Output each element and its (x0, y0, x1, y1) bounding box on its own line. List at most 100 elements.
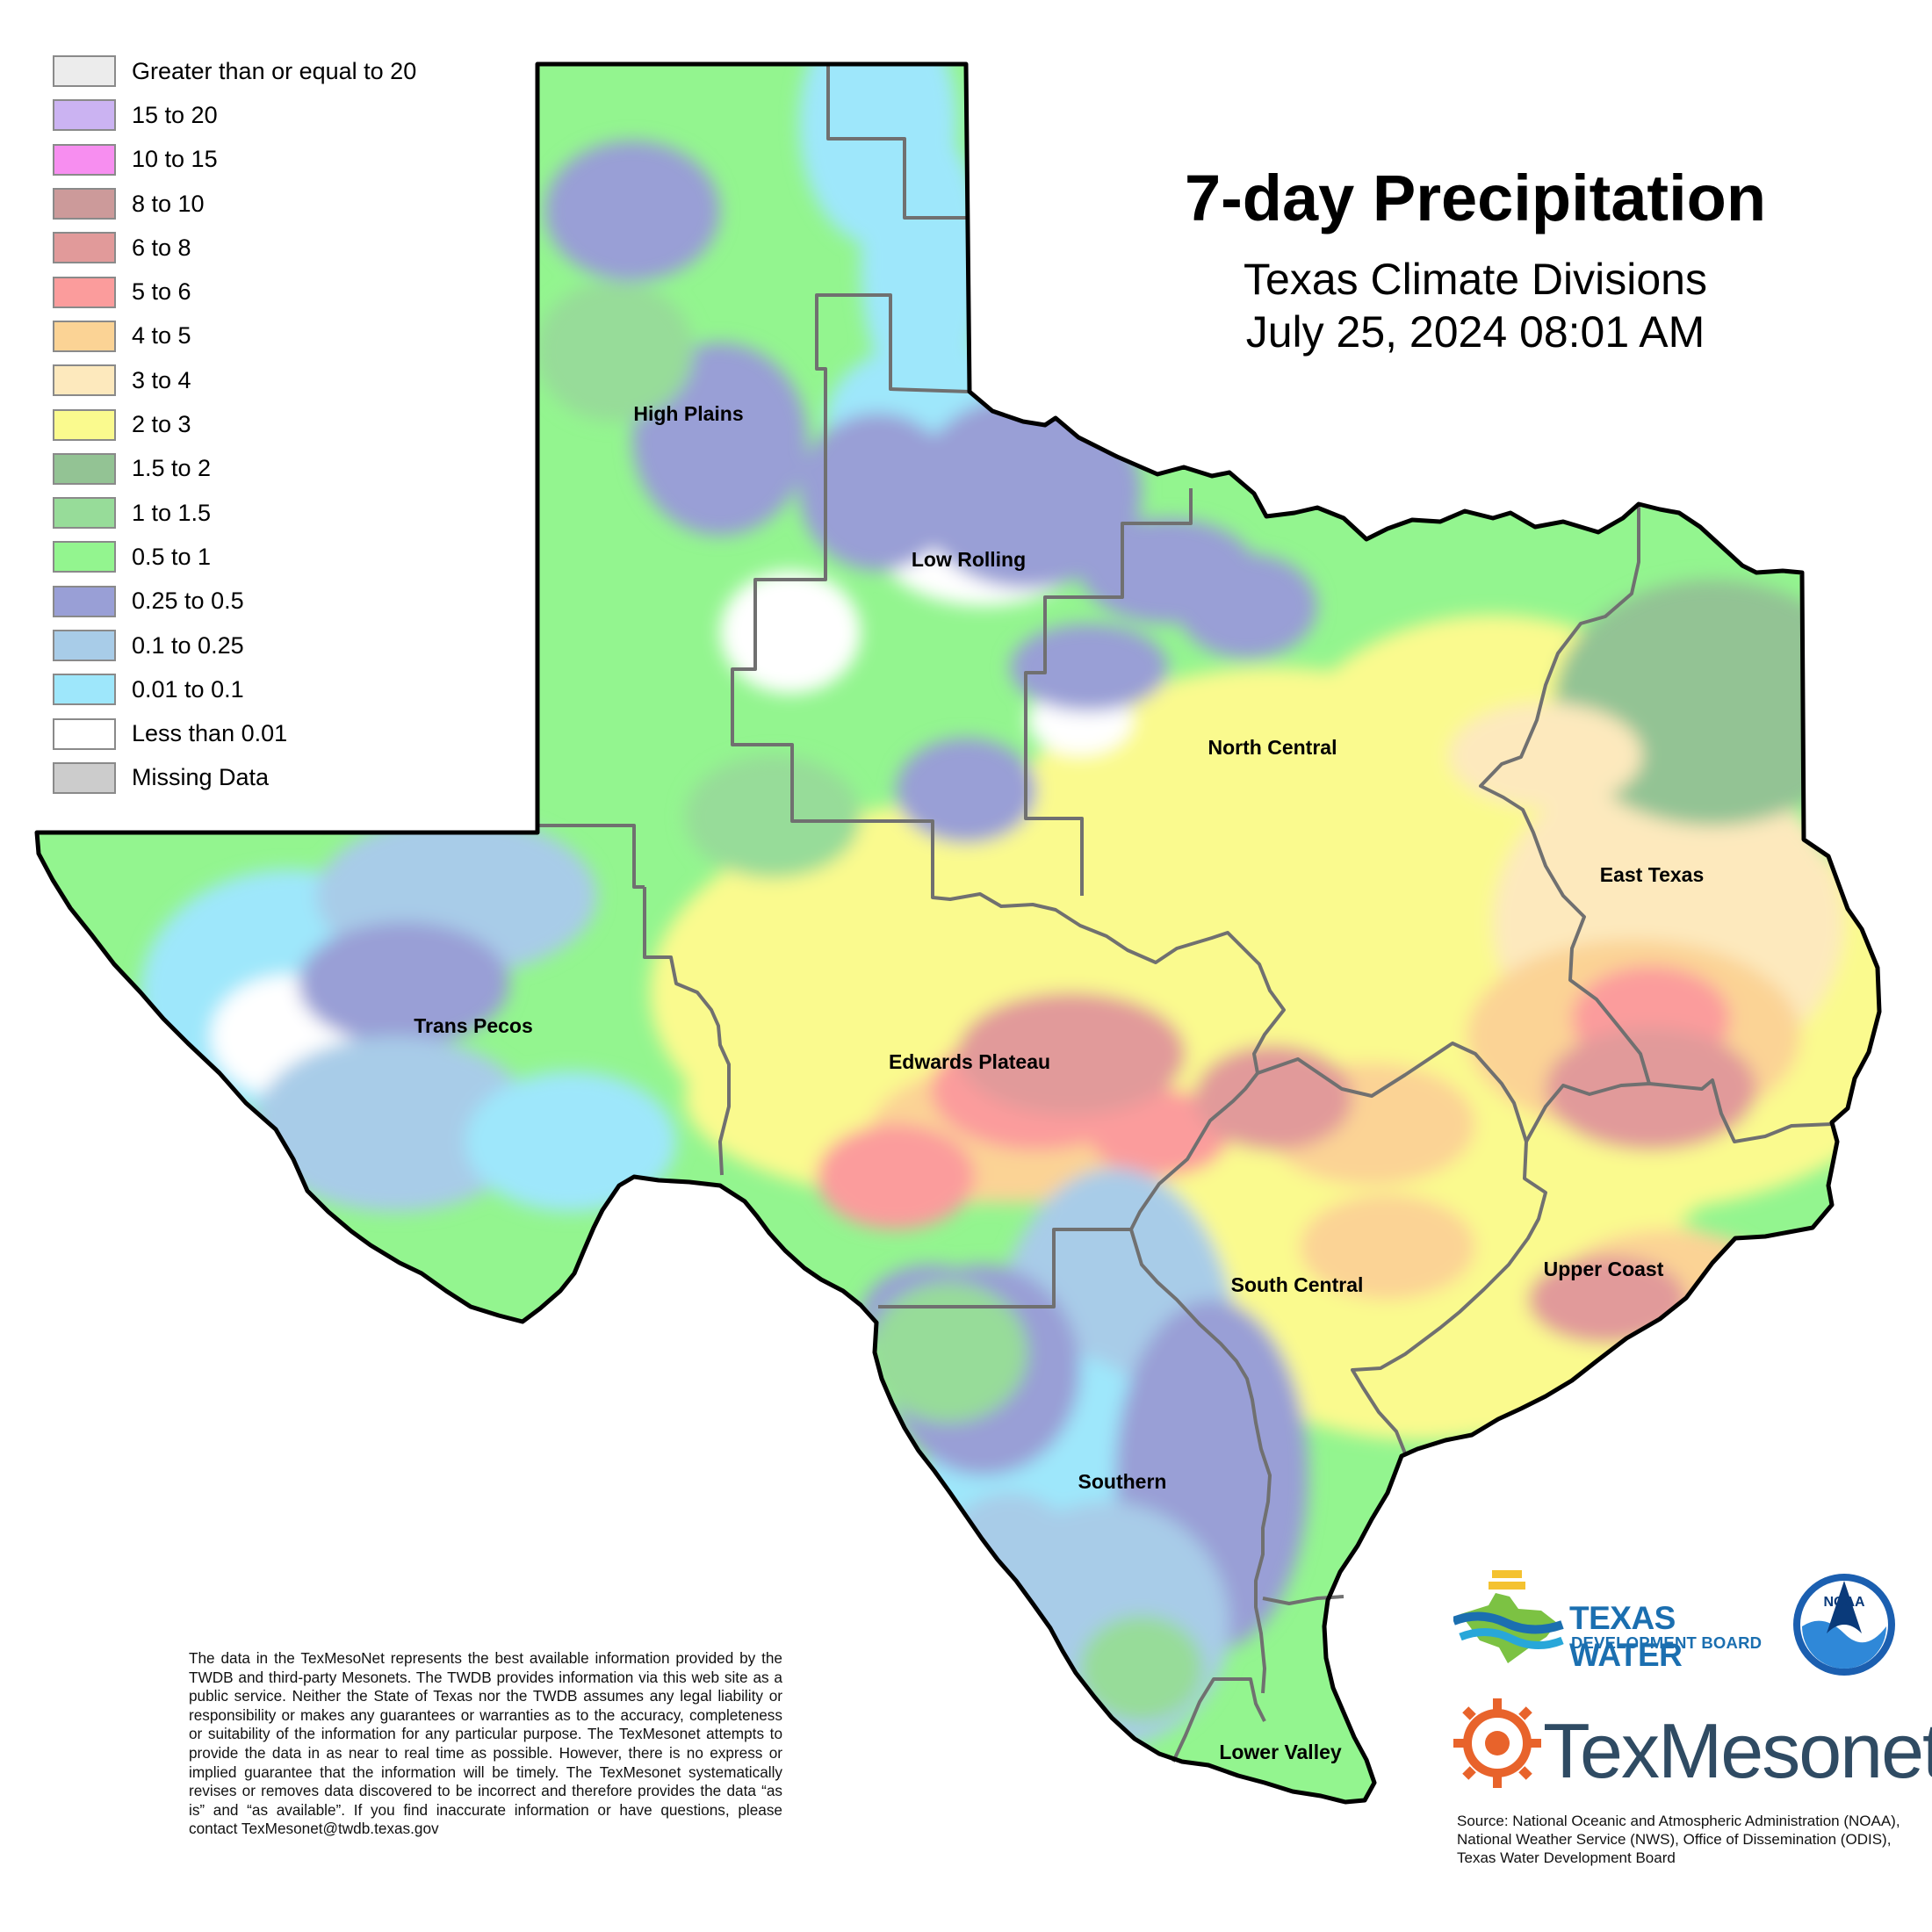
texmesonet-logo: TexMesonet (1453, 1695, 1932, 1800)
precip-area (957, 992, 1186, 1115)
title-block: 7-day Precipitation Texas Climate Divisi… (1054, 162, 1897, 358)
texas-state-outline (34, 61, 1882, 1805)
region-label-low-rolling: Low Rolling (911, 548, 1027, 571)
noaa-emblem-icon (1793, 1574, 1895, 1676)
precip-area (1089, 1089, 1229, 1177)
legend-label: 1.5 to 2 (132, 455, 212, 482)
legend-item: 4 to 5 (53, 314, 509, 358)
division-boundary (537, 824, 645, 889)
legend-label: 0.01 to 0.1 (132, 675, 244, 703)
legend-item: 0.1 to 0.25 (53, 624, 509, 667)
legend-label: 3 to 4 (132, 366, 191, 393)
legend-item: 0.01 to 0.1 (53, 667, 509, 711)
legend-label: Greater than or equal to 20 (132, 57, 417, 84)
twdb-logo: TEXAS WATER DEVELOPMENT BOARD (1452, 1570, 1770, 1673)
legend-swatch (53, 99, 116, 132)
precip-area (1194, 1045, 1352, 1150)
precip-area (940, 1493, 1080, 1633)
legend-item: 5 to 6 (53, 270, 509, 314)
region-label-trans-pecos: Trans Pecos (414, 1014, 533, 1037)
legend-label: 0.1 to 0.25 (132, 631, 244, 659)
precip-area (1300, 1194, 1475, 1300)
precip-area (1177, 553, 1317, 659)
division-boundary (1024, 488, 1193, 896)
legend-swatch (53, 674, 116, 706)
precip-area (1080, 1616, 1203, 1721)
legend-item: Less than 0.01 (53, 711, 509, 755)
legend-label: 1 to 1.5 (132, 499, 212, 526)
source-credit: Source: National Oceanic and Atmospheric… (1457, 1813, 1900, 1866)
legend-swatch (53, 541, 116, 573)
map-date: July 25, 2024 08:01 AM (1245, 307, 1705, 357)
climate-division-boundaries (537, 64, 1833, 1763)
disclaimer-text: The data in the TexMesoNet represents th… (189, 1649, 782, 1838)
legend-swatch (53, 761, 116, 794)
precip-area (299, 922, 509, 1045)
region-label-east-texas: East Texas (1599, 863, 1705, 886)
legend-swatch (53, 452, 116, 485)
legend-item: 3 to 4 (53, 358, 509, 402)
legend-item: Missing Data (53, 756, 509, 800)
division-boundary (1525, 1078, 1833, 1143)
legend-item: 0.25 to 0.5 (53, 580, 509, 624)
map-subtitle: Texas Climate Divisions (1244, 255, 1707, 305)
legend-swatch (53, 497, 116, 530)
legend-label: 0.25 to 0.5 (132, 588, 244, 615)
division-boundary (826, 64, 970, 220)
twdb-logo-line2: DEVELOPMENT BOARD (1571, 1633, 1763, 1652)
precip-area (896, 738, 1036, 843)
legend-swatch (53, 585, 116, 617)
legend-label: Missing Data (132, 764, 270, 791)
division-boundary (1479, 504, 1651, 1085)
legend-item: 8 to 10 (53, 182, 509, 226)
legend-swatch (53, 55, 116, 88)
legend-swatch (53, 320, 116, 352)
legend-item: 10 to 15 (53, 138, 509, 182)
region-label-lower-valley: Lower Valley (1219, 1741, 1342, 1763)
division-boundary (1171, 1677, 1266, 1763)
legend-swatch (53, 276, 116, 308)
division-boundary (1129, 1229, 1272, 1694)
precip-area (676, 1335, 834, 1475)
region-label-south-central: South Central (1230, 1273, 1364, 1296)
precip-area (913, 395, 1142, 588)
legend-label: 2 to 3 (132, 411, 191, 438)
legend-label: 10 to 15 (132, 146, 218, 173)
legend-label: Less than 0.01 (132, 720, 288, 747)
precip-area (465, 1071, 676, 1212)
legend-item: 1 to 1.5 (53, 491, 509, 535)
region-label-north-central: North Central (1208, 736, 1337, 759)
legend-item: 2 to 3 (53, 402, 509, 446)
legend-swatch (53, 630, 116, 661)
legend-item: 6 to 8 (53, 226, 509, 270)
precip-area (869, 1282, 1027, 1423)
legend-swatch (53, 188, 116, 220)
region-label-southern: Southern (1078, 1470, 1167, 1493)
precip-area (1010, 624, 1168, 711)
legend-swatch (53, 408, 116, 441)
legend-item: 15 to 20 (53, 93, 509, 137)
precip-area (817, 1124, 975, 1229)
legend-item: Greater than or equal to 20 (53, 49, 509, 93)
precip-area (544, 141, 720, 281)
precip-area (1449, 703, 1642, 808)
twdb-emblem-icon (1452, 1570, 1564, 1663)
division-boundary (878, 1071, 1259, 1308)
legend-swatch (53, 364, 116, 397)
legend-label: 0.5 to 1 (132, 543, 212, 570)
legend-label: 15 to 20 (132, 101, 218, 128)
precip-area (720, 571, 861, 694)
noaa-logo-text: NOAA (1823, 1595, 1865, 1610)
legend-swatch (53, 717, 116, 750)
division-boundary (643, 887, 731, 1176)
legend-label: 5 to 6 (132, 278, 191, 306)
region-label-edwards-plateau: Edwards Plateau (888, 1050, 1051, 1073)
texmesonet-logo-text: TexMesonet (1543, 1707, 1932, 1794)
legend-item: 1.5 to 2 (53, 447, 509, 491)
legend-label: 4 to 5 (132, 322, 191, 350)
precipitation-legend: Greater than or equal to 20 15 to 20 10 to… (53, 49, 509, 800)
region-label-high-plains: High Plains (633, 402, 744, 425)
twdb-logo-line1: TEXAS WATER (1569, 1600, 1683, 1673)
legend-swatch (53, 143, 116, 176)
precip-area (1528, 1256, 1686, 1344)
